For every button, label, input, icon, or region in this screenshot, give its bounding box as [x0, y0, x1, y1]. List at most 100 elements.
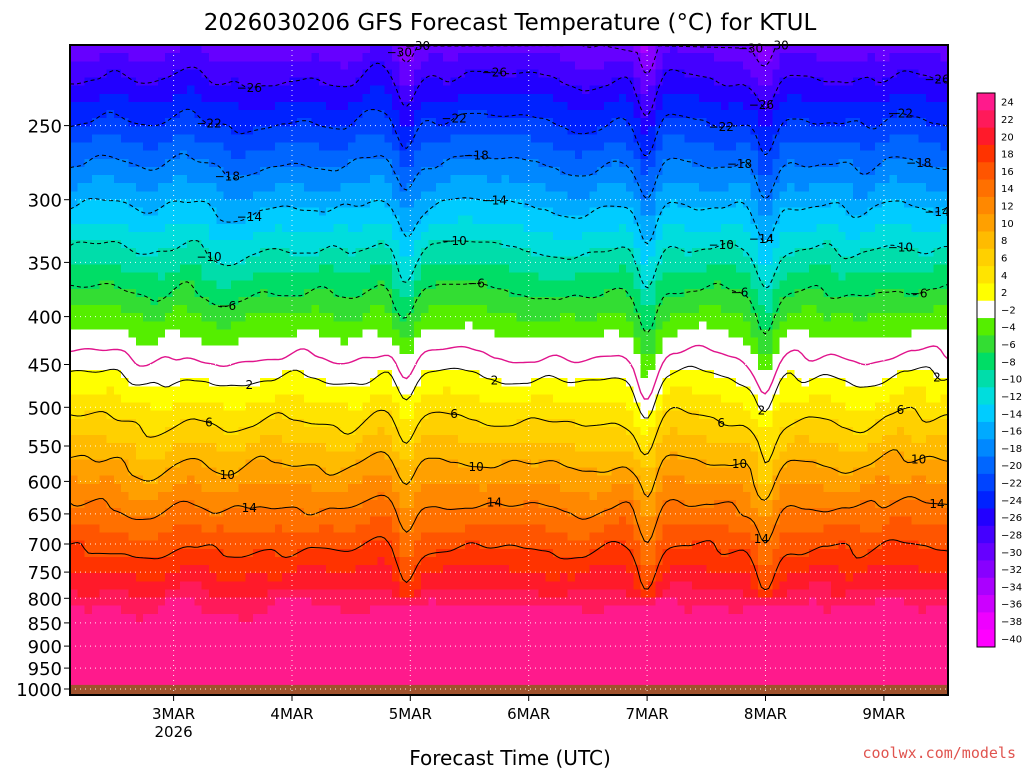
heatmap-cell [274, 183, 283, 192]
heatmap-cell [596, 199, 605, 209]
heatmap-cell [677, 296, 686, 306]
heatmap-cell [669, 370, 678, 379]
heatmap-cell [457, 361, 466, 371]
heatmap-cell [223, 215, 232, 225]
heatmap-cell [816, 337, 825, 347]
heatmap-cell [304, 166, 313, 176]
heatmap-cell [165, 118, 174, 127]
heatmap-cell [99, 215, 108, 225]
heatmap-cell [252, 142, 261, 152]
heatmap-cell [596, 321, 605, 330]
heatmap-cell [450, 345, 459, 355]
heatmap-cell [135, 175, 144, 184]
heatmap-cell [538, 126, 547, 135]
heatmap-cell [399, 207, 408, 217]
heatmap-cell [574, 370, 583, 379]
heatmap-cell [369, 110, 378, 119]
heatmap-cell [179, 69, 188, 79]
heatmap-cell [677, 329, 686, 339]
heatmap-cell [779, 126, 788, 135]
heatmap-cell [757, 305, 766, 314]
heatmap-cell [713, 191, 722, 200]
heatmap-cell [399, 248, 408, 257]
heatmap-cell [128, 313, 137, 322]
heatmap-cell [230, 45, 239, 54]
heatmap-cell [296, 256, 305, 265]
heatmap-cell [530, 329, 539, 339]
heatmap-cell [706, 321, 715, 330]
heatmap-cell [252, 191, 261, 200]
heatmap-cell [552, 150, 561, 160]
heatmap-cell [245, 240, 254, 249]
heatmap-cell [530, 166, 539, 176]
heatmap-cell [216, 134, 225, 144]
heatmap-cell [699, 118, 708, 127]
heatmap-cell [194, 345, 203, 355]
heatmap-cell [77, 305, 86, 314]
heatmap-cell [721, 321, 730, 330]
heatmap-cell [143, 370, 152, 379]
heatmap-cell [655, 85, 664, 95]
heatmap-cell [509, 296, 517, 306]
heatmap-cell [626, 313, 634, 322]
heatmap-cell [538, 150, 547, 160]
heatmap-cell [77, 231, 86, 241]
heatmap-cell [918, 231, 927, 241]
heatmap-cell [179, 134, 188, 144]
heatmap-cell [326, 256, 334, 265]
heatmap-cell [830, 191, 839, 200]
heatmap-cell [172, 256, 181, 265]
heatmap-cell [494, 361, 503, 371]
heatmap-cell [538, 345, 547, 355]
heatmap-cell [626, 199, 634, 209]
heatmap-cell [911, 280, 920, 290]
heatmap-cell [648, 248, 656, 257]
heatmap-cell [209, 134, 217, 144]
heatmap-cell [296, 166, 305, 176]
heatmap-cell [684, 150, 693, 160]
heatmap-cell [128, 110, 137, 119]
heatmap-cell [918, 150, 927, 160]
heatmap-cell [413, 110, 422, 119]
heatmap-cell [699, 110, 708, 119]
heatmap-cell [684, 272, 693, 282]
heatmap-cell [830, 248, 839, 257]
heatmap-cell [289, 296, 298, 306]
heatmap-cell [933, 85, 942, 95]
heatmap-cell [267, 231, 276, 241]
heatmap-cell [494, 93, 503, 103]
heatmap-cell [487, 223, 495, 233]
heatmap-cell [150, 61, 159, 70]
heatmap-cell [121, 45, 130, 54]
heatmap-cell [838, 118, 847, 127]
heatmap-cell [867, 296, 876, 306]
heatmap-cell [940, 296, 949, 306]
heatmap-cell [830, 158, 839, 168]
heatmap-cell [245, 142, 254, 152]
heatmap-cell [940, 272, 949, 282]
heatmap-cell [794, 337, 803, 347]
heatmap-cell [282, 53, 291, 62]
heatmap-cell [735, 345, 744, 355]
heatmap-cell [882, 248, 891, 257]
heatmap-cell [289, 183, 298, 192]
heatmap-cell [669, 85, 678, 95]
heatmap-cell [530, 370, 539, 379]
heatmap-cell [530, 150, 539, 160]
heatmap-cell [728, 166, 737, 176]
heatmap-cell [157, 231, 166, 241]
heatmap-cell [838, 158, 847, 168]
heatmap-cell [326, 85, 334, 95]
heatmap-cell [589, 142, 598, 152]
heatmap-cell [640, 158, 649, 168]
heatmap-cell [830, 240, 839, 249]
heatmap-cell [450, 329, 459, 339]
heatmap-cell [896, 166, 905, 176]
heatmap-cell [157, 345, 166, 355]
heatmap-cell [713, 280, 722, 290]
heatmap-cell [487, 158, 495, 168]
heatmap-cell [772, 345, 781, 355]
heatmap-cell [501, 85, 510, 95]
heatmap-cell [772, 53, 781, 62]
heatmap-cell [852, 361, 861, 371]
